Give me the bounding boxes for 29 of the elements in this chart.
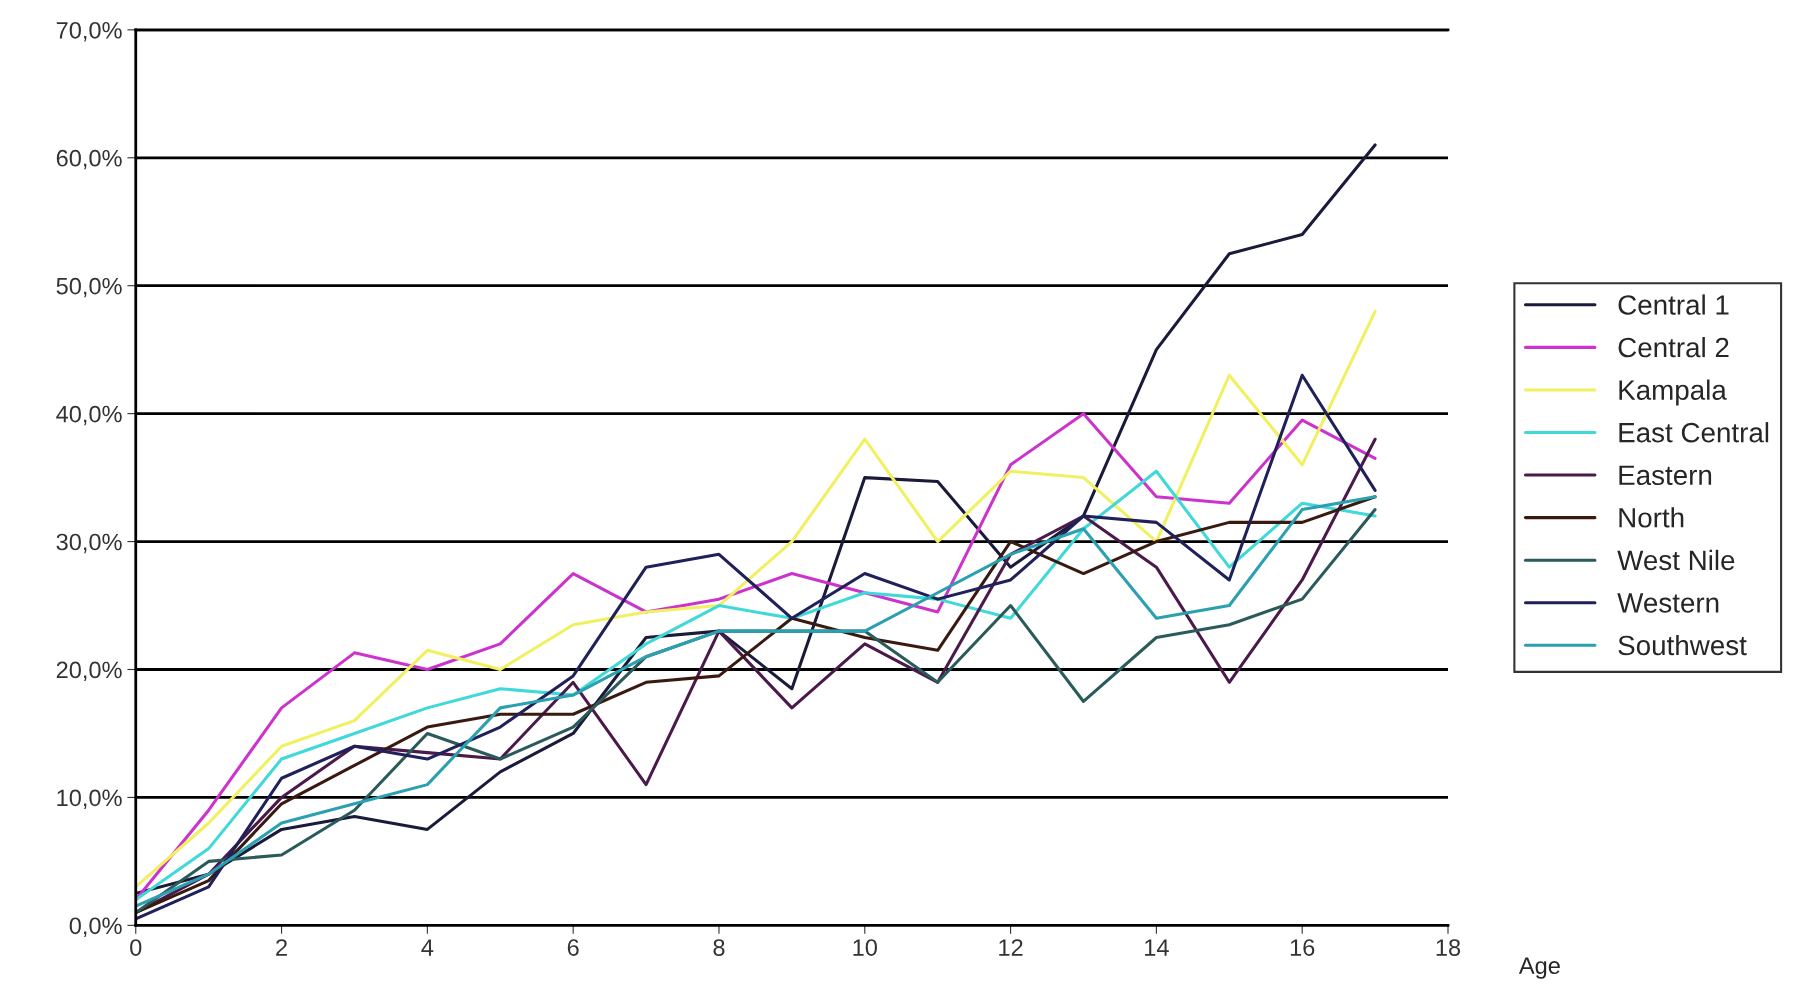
y-tick-label: 30,0% (56, 533, 122, 554)
legend-label: Eastern (1619, 465, 1712, 486)
line-series (135, 309, 1377, 889)
x-tick-label: 12 (999, 939, 1023, 956)
x-tick-label: 16 (1290, 939, 1315, 956)
legend-label: Central 2 (1618, 336, 1729, 358)
legend-label: Western (1617, 593, 1719, 613)
x-tick-label: 0 (130, 939, 142, 956)
legend-label: Southwest (1618, 634, 1747, 656)
x-tick-label: 6 (567, 939, 579, 956)
x-axis-title: Age (1518, 957, 1560, 979)
x-tick-label: 14 (1145, 939, 1169, 956)
y-tick-label: 10,0% (57, 789, 122, 809)
legend-label: Central 1 (1618, 294, 1729, 315)
legend-label: East Central (1619, 422, 1769, 443)
y-tick-label: 0,0% (69, 917, 122, 937)
legend-label: West Nile (1617, 549, 1735, 571)
x-tick-label: 10 (853, 939, 877, 956)
y-tick-label: 60,0% (56, 149, 122, 170)
y-tick-label: 50,0% (56, 277, 122, 298)
x-tick-label: 4 (421, 939, 434, 956)
y-tick-label: 70,0% (56, 21, 122, 42)
legend-label: Kampala (1619, 379, 1727, 406)
x-tick-label: 18 (1436, 939, 1461, 956)
x-tick-label: 2 (276, 939, 287, 956)
x-tick-label: 8 (713, 939, 725, 956)
y-tick-label: 40,0% (56, 405, 122, 426)
y-tick-label: 20,0% (56, 661, 122, 682)
legend-label: North (1619, 507, 1684, 528)
